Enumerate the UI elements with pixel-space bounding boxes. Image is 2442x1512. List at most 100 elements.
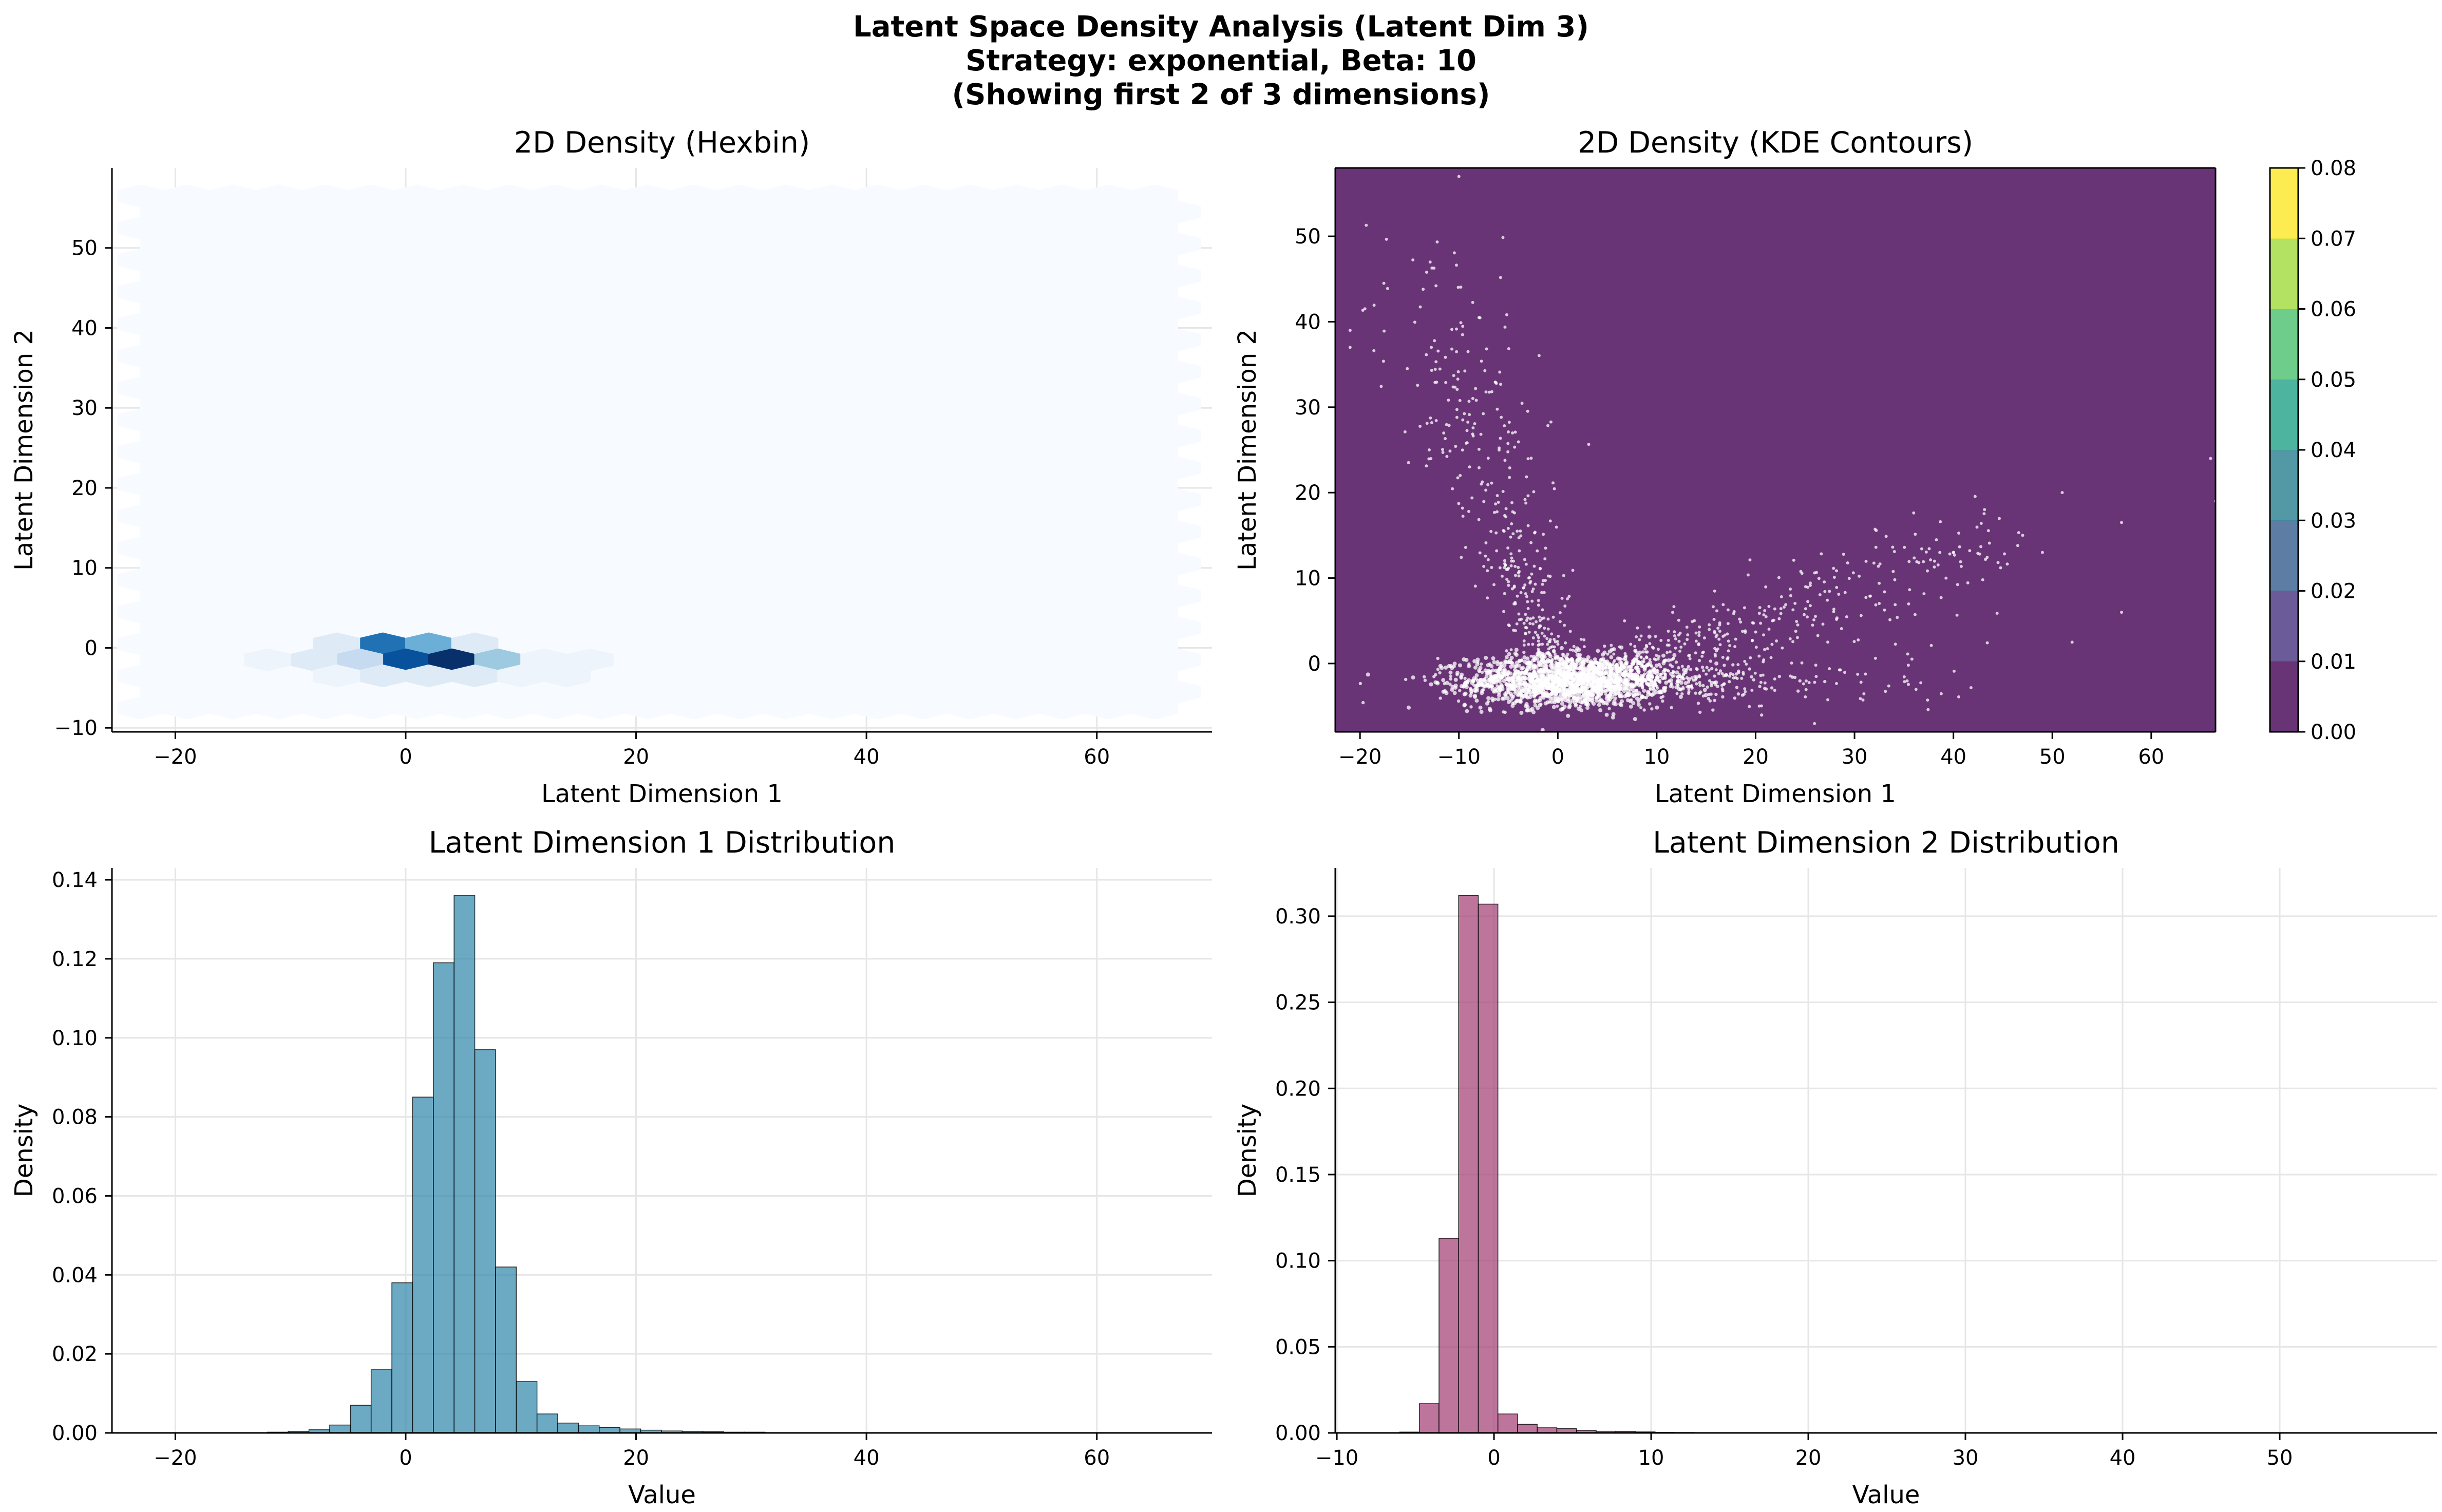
kde-point [1657, 655, 1661, 658]
kde-point [1532, 564, 1536, 568]
kde-point [1731, 663, 1735, 667]
kde-point [1835, 585, 1839, 589]
kde-point [1609, 655, 1614, 659]
kde-point [1531, 636, 1535, 639]
kde-point [1500, 415, 1503, 419]
kde-point [1451, 385, 1455, 389]
kde-point [1498, 370, 1502, 374]
hist1-xtick-label: 20 [623, 1446, 649, 1470]
kde-point [1713, 631, 1717, 635]
kde-point [1502, 673, 1507, 678]
kde-point [1585, 693, 1589, 696]
kde-point [1525, 687, 1528, 691]
kde-point [1535, 685, 1539, 689]
kde-point [1804, 688, 1808, 691]
kde-point [1466, 420, 1470, 424]
kde-point [1468, 465, 1471, 469]
kde-point [1653, 667, 1656, 671]
kde-point [1545, 685, 1548, 689]
kde-point [1763, 648, 1767, 651]
kde-point [1571, 689, 1575, 692]
kde-point [1726, 632, 1729, 636]
kde-point [1564, 692, 1568, 695]
kde-point [1569, 668, 1573, 671]
kde-point [1794, 630, 1797, 633]
kde-point [1488, 662, 1492, 666]
kde-point [1660, 672, 1663, 676]
kde-point [1655, 653, 1658, 657]
kde-point [1457, 175, 1461, 178]
kde-point [1524, 632, 1527, 635]
kde-point [1435, 681, 1439, 684]
kde-point [1673, 634, 1676, 637]
kde-point [1477, 316, 1481, 319]
kde-point [1506, 442, 1510, 445]
hist1-bars [267, 895, 828, 1433]
kde-point [1541, 692, 1545, 696]
kde-point [1618, 694, 1621, 697]
kde-point [1525, 619, 1528, 622]
kde-point [1686, 633, 1690, 637]
kde-point [1792, 558, 1795, 562]
kde-point [1636, 703, 1641, 707]
kde-point [1736, 692, 1740, 696]
kde-point [1519, 710, 1524, 715]
kde-point [1511, 679, 1516, 683]
kde-point [1779, 607, 1783, 611]
kde-point [1580, 680, 1583, 684]
kde-point [1586, 672, 1590, 676]
kde-point [1606, 652, 1610, 656]
kde-point [1697, 642, 1700, 646]
kde-point [1530, 572, 1534, 576]
kde-point [1538, 663, 1543, 668]
kde-point [1502, 667, 1507, 672]
kde-point [1624, 671, 1627, 674]
kde-point [1475, 657, 1480, 662]
kde-point [1752, 678, 1755, 682]
kde-point [1594, 698, 1599, 703]
kde-point [1485, 347, 1488, 351]
kde-point [1476, 660, 1480, 664]
kde-point [1826, 698, 1830, 702]
kde-point [1523, 684, 1527, 688]
kde-point [1470, 678, 1475, 683]
kde-point [1717, 672, 1721, 675]
kde-point [1497, 677, 1501, 682]
kde-point [1527, 630, 1531, 634]
kde-point [1759, 674, 1763, 677]
kde-point [1535, 666, 1539, 670]
kde-point [1544, 676, 1548, 680]
kde-point [1499, 383, 1503, 386]
hist2-bar [1537, 1427, 1558, 1433]
kde-point [1504, 563, 1507, 566]
kde-point [1738, 617, 1741, 621]
kde-point [1566, 597, 1569, 600]
kde-point [1527, 672, 1532, 676]
kde-point [1625, 679, 1629, 683]
kde-point [1802, 682, 1805, 686]
kde-point [1791, 608, 1795, 612]
kde-point [1795, 620, 1799, 623]
kde-point [1948, 552, 1952, 556]
hist2-bar [1517, 1424, 1538, 1433]
kde-xtick-label: −10 [1437, 745, 1481, 769]
kde-point [1725, 673, 1728, 677]
kde-point [1832, 566, 1835, 570]
kde-point [1884, 535, 1888, 538]
kde-point [1529, 692, 1534, 697]
hexbin-ytick-label: 10 [71, 557, 98, 580]
kde-point [1494, 531, 1498, 535]
kde-point [1913, 556, 1916, 560]
kde-point [1654, 635, 1657, 638]
colorbar-tick-label: 0.02 [2311, 580, 2356, 603]
kde-point [1545, 695, 1549, 698]
colorbar-tick-label: 0.04 [2311, 439, 2356, 462]
kde-point [1519, 692, 1524, 697]
kde-point [1837, 592, 1841, 596]
kde-point [1555, 525, 1558, 529]
kde-point [1534, 678, 1538, 682]
kde-point [1826, 640, 1830, 644]
kde-point [1542, 591, 1546, 594]
kde-point [1465, 709, 1469, 713]
kde-point [1598, 683, 1602, 686]
